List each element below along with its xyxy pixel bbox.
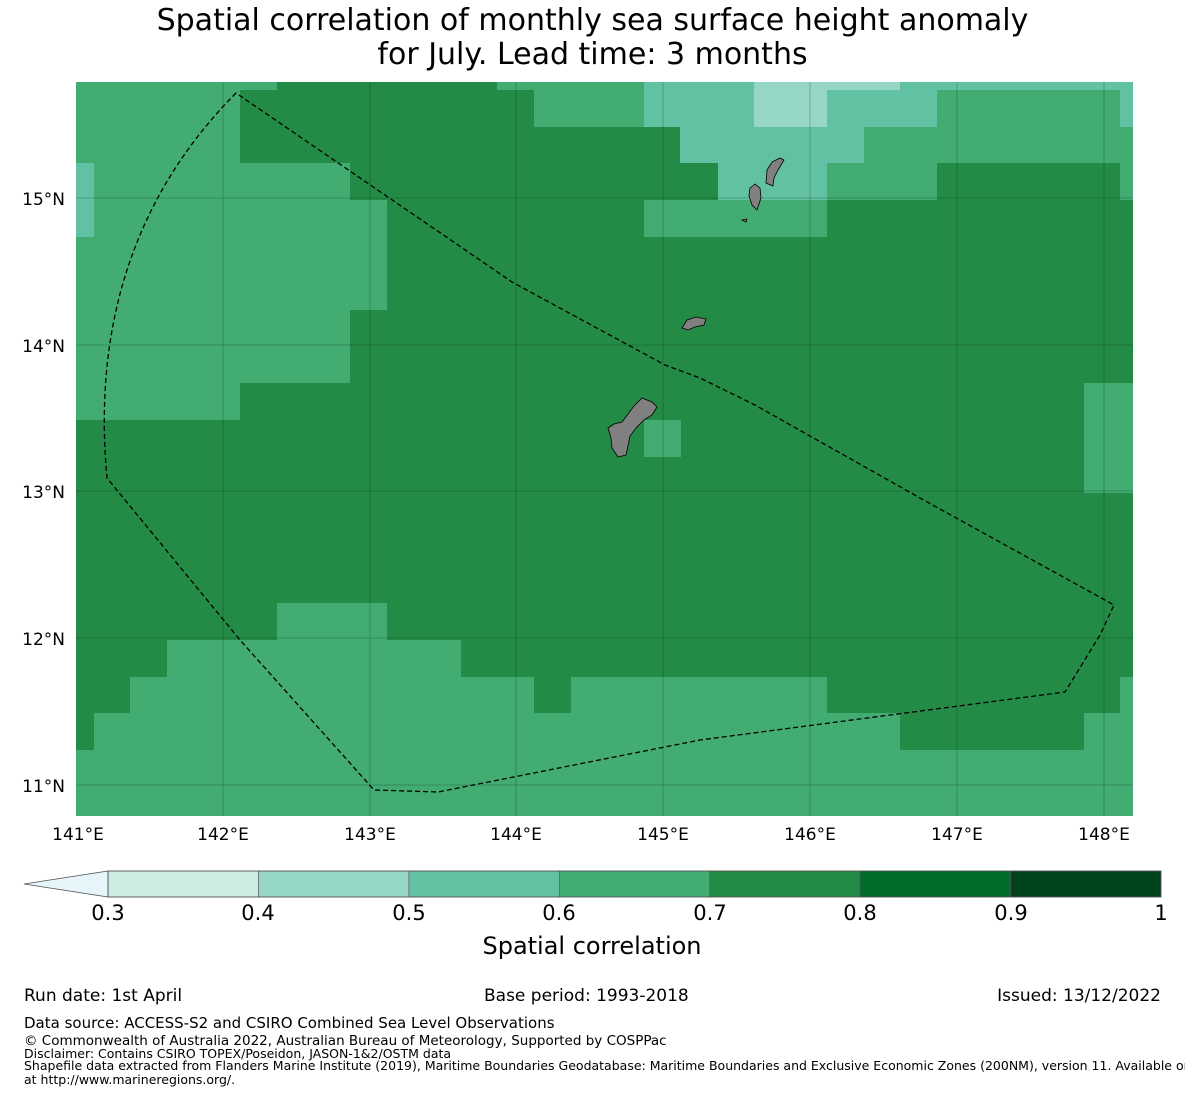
lon-tick-label: 141°E	[52, 825, 104, 845]
lat-tick-labels: 15°N 14°N 13°N 12°N 11°N	[22, 190, 65, 797]
title-line-1: Spatial correlation of monthly sea surfa…	[156, 3, 1029, 38]
lat-tick-label: 14°N	[22, 337, 65, 357]
colorbar-tick-label: 0.9	[994, 901, 1027, 925]
colorbar-tick-label: 0.8	[843, 901, 876, 925]
colorbar-bin	[408, 870, 560, 898]
shapefile-credit-line-1: Shapefile data extracted from Flanders M…	[24, 1058, 1185, 1073]
field-band-0.4	[754, 82, 900, 127]
colorbar-bin	[558, 870, 711, 898]
correlation-field	[76, 82, 1133, 816]
colorbar-title: Spatial correlation	[482, 932, 701, 960]
run-date: Run date: 1st April	[24, 986, 183, 1006]
lon-tick-label: 144°E	[490, 825, 542, 845]
colorbar-bin	[709, 870, 861, 898]
aguijan-island	[740, 218, 748, 223]
shapefile-credit-line-2: at http://www.marineregions.org/.	[24, 1072, 236, 1087]
disclaimer: Disclaimer: Contains CSIRO TOPEX/Poseido…	[24, 1046, 452, 1061]
copyright-notice: © Commonwealth of Australia 2022, Austra…	[24, 1033, 667, 1049]
colorbar-bin	[107, 870, 259, 898]
map-figure: 141°E 142°E 143°E 144°E 145°E 146°E 147°…	[22, 82, 1168, 960]
colorbar-bin	[1010, 870, 1162, 898]
issued-date: Issued: 13/12/2022	[997, 986, 1161, 1006]
colorbar-tick-label: 0.5	[392, 901, 425, 925]
lat-tick-label: 13°N	[22, 483, 65, 503]
colorbar-bins	[107, 870, 1162, 898]
colorbar-frame	[107, 870, 1162, 898]
colorbar-bin	[859, 870, 1011, 898]
lat-tick-label: 12°N	[22, 630, 65, 650]
guam-island	[607, 397, 658, 458]
lon-tick-label: 146°E	[784, 825, 836, 845]
colorbar-tick-label: 0.7	[693, 901, 726, 925]
colorbar-under-arrow	[23, 870, 109, 898]
rota-island	[681, 316, 707, 331]
title-line-2: for July. Lead time: 3 months	[377, 37, 808, 72]
colorbar-ticks: 0.3 0.4 0.5 0.6 0.7 0.8 0.9 1	[91, 901, 1167, 925]
saipan-island	[765, 157, 785, 187]
lon-tick-label: 147°E	[931, 825, 983, 845]
lat-tick-label: 11°N	[22, 777, 65, 797]
lon-tick-label: 143°E	[344, 825, 396, 845]
gridlines	[76, 82, 1133, 816]
lon-tick-label: 145°E	[637, 825, 689, 845]
tinian-island	[748, 183, 762, 211]
land	[607, 157, 785, 458]
map-title: Spatial correlation of monthly sea surfa…	[0, 4, 1185, 72]
lon-tick-label: 142°E	[197, 825, 249, 845]
lat-tick-label: 15°N	[22, 190, 65, 210]
colorbar-tick-label: 0.4	[241, 901, 274, 925]
lon-tick-label: 148°E	[1078, 825, 1130, 845]
data-source: Data source: ACCESS-S2 and CSIRO Combine…	[24, 1014, 555, 1032]
lon-tick-labels: 141°E 142°E 143°E 144°E 145°E 146°E 147°…	[52, 825, 1130, 845]
colorbar-bin	[258, 870, 410, 898]
colorbar: 0.3 0.4 0.5 0.6 0.7 0.8 0.9 1 Spatial co…	[23, 870, 1168, 960]
eez-boundary	[103, 92, 1115, 793]
base-period: Base period: 1993-2018	[484, 986, 689, 1006]
colorbar-tick-label: 1	[1154, 901, 1167, 925]
colorbar-tick-label: 0.3	[91, 901, 124, 925]
colorbar-tick-label: 0.6	[542, 901, 575, 925]
